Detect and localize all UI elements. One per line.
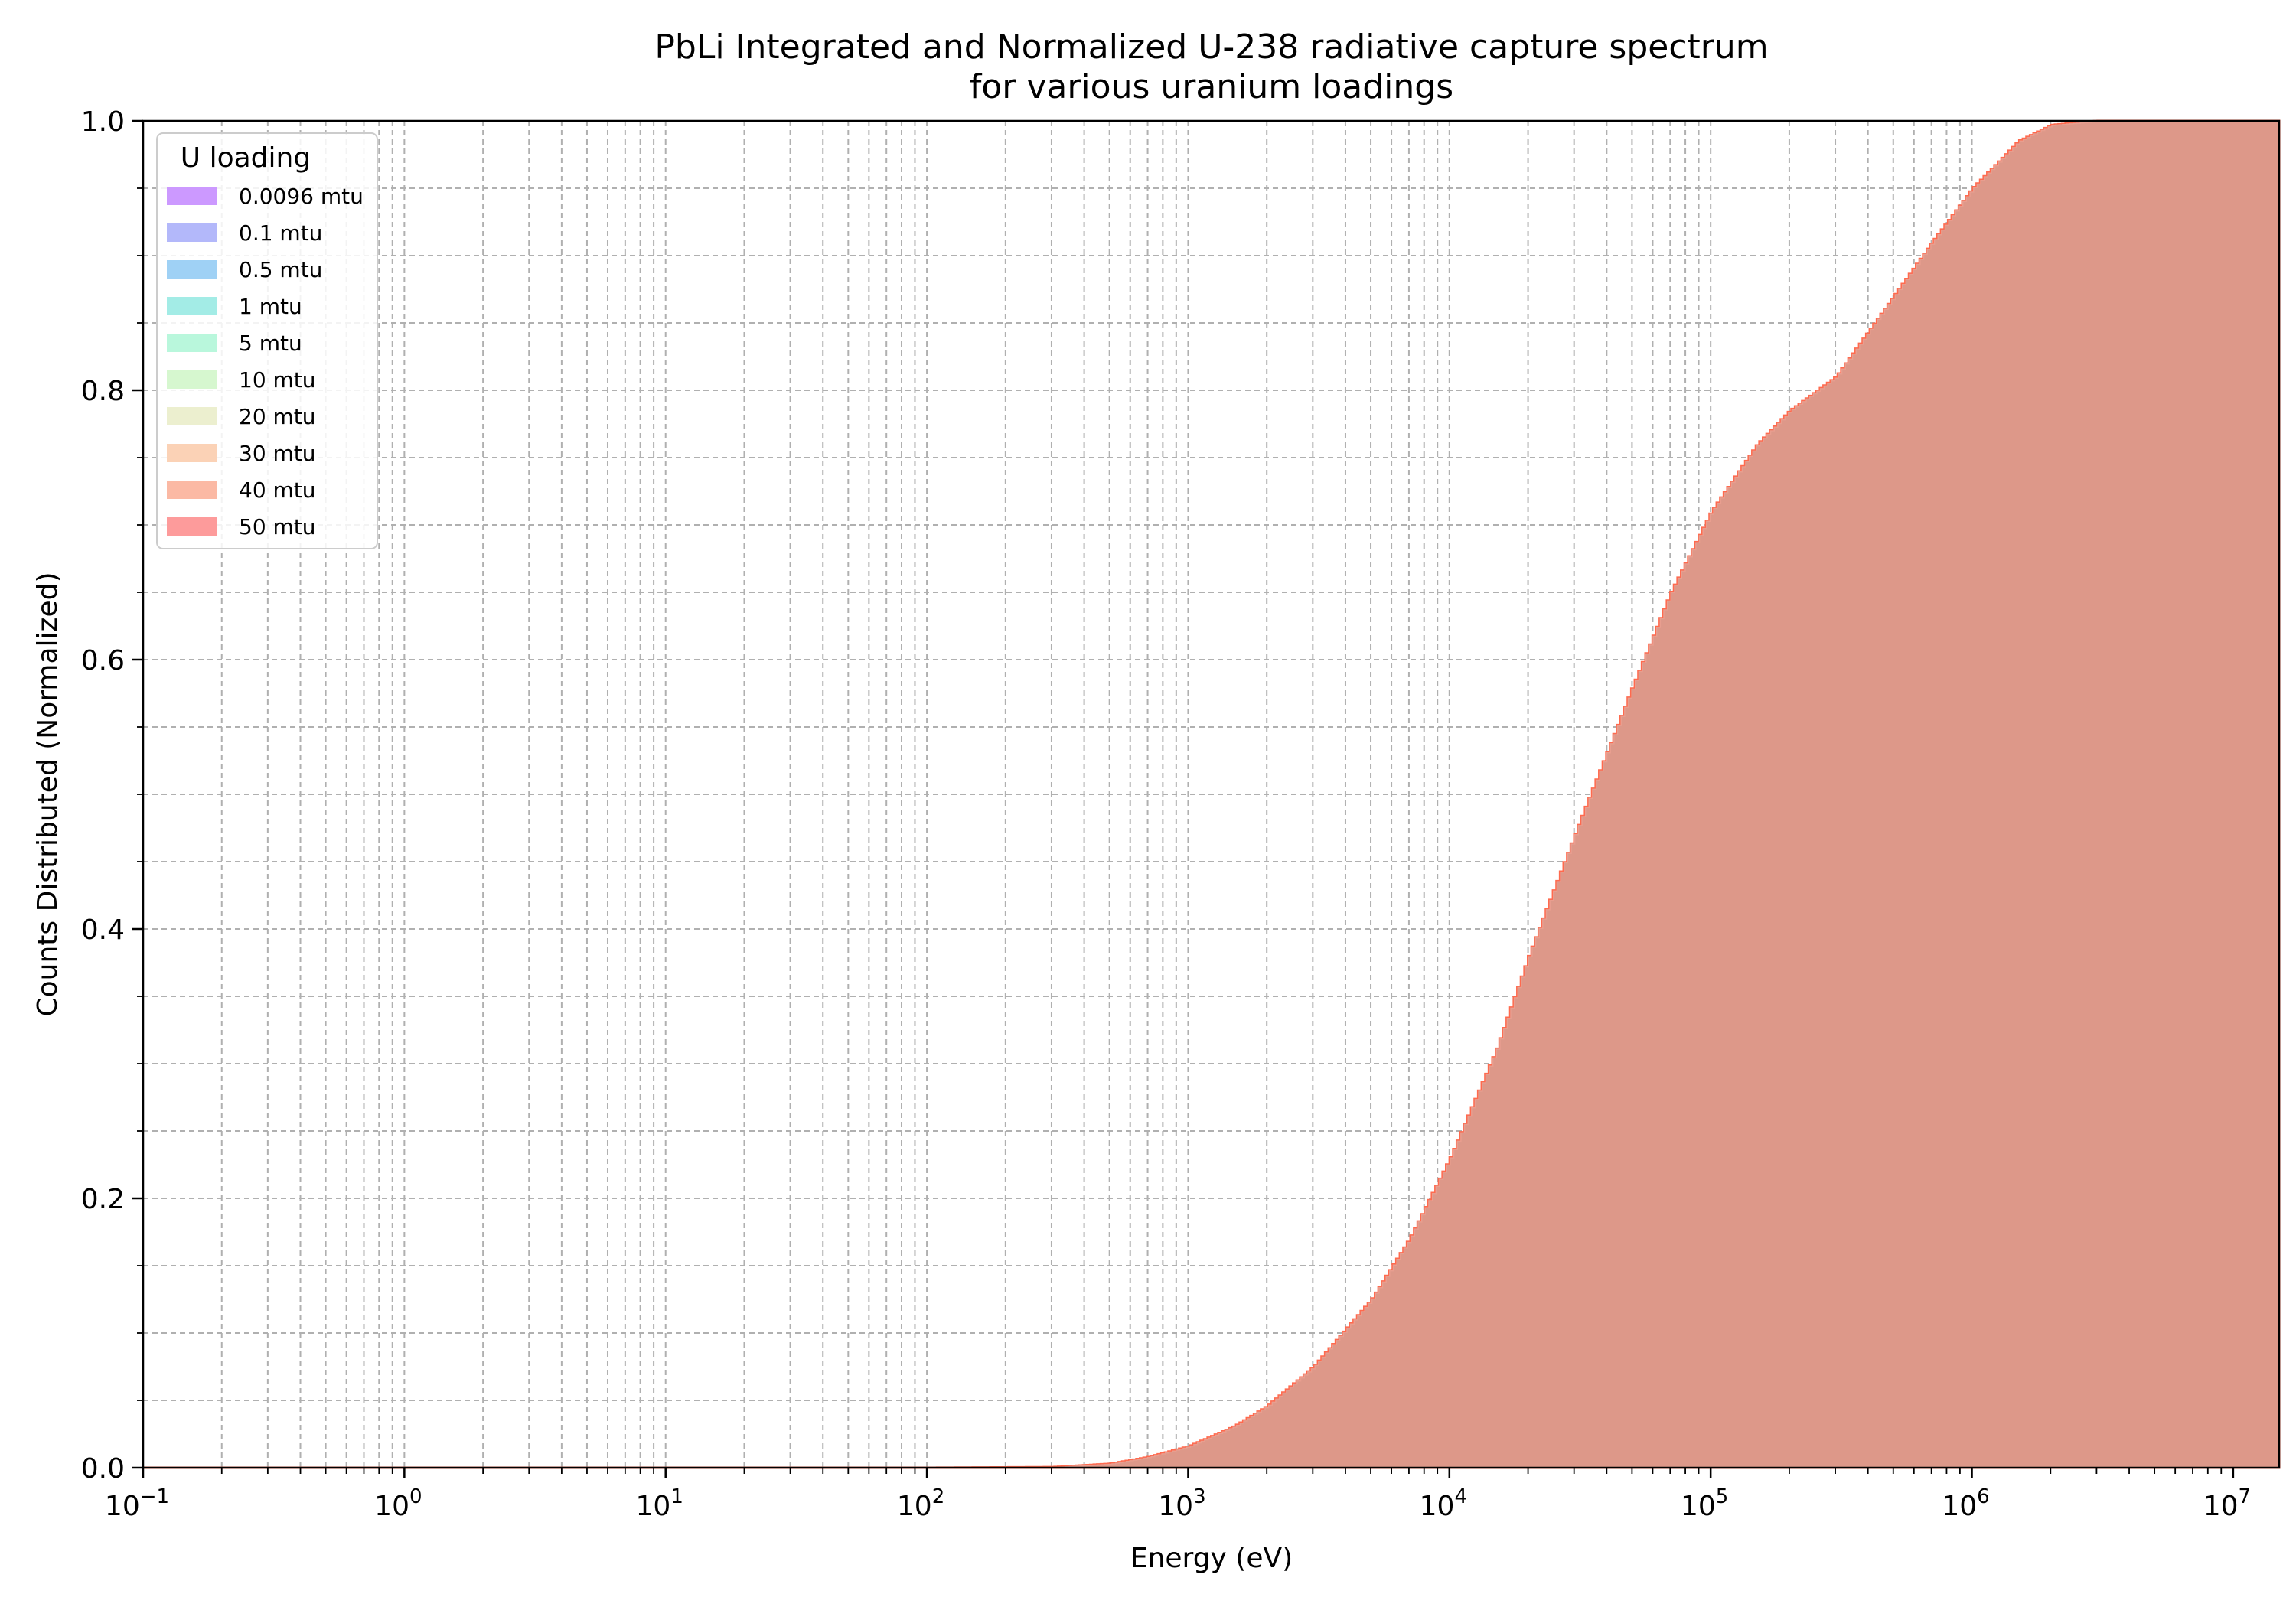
legend-swatch — [167, 260, 217, 279]
series-area-0-1-mtu — [143, 121, 2279, 1468]
series-area-5-mtu — [143, 121, 2279, 1468]
x-axis-label: Energy (eV) — [1130, 1543, 1293, 1574]
series-area-20-mtu — [143, 121, 2279, 1468]
x-tick-label: 101 — [636, 1485, 683, 1522]
x-tick-label: 107 — [2203, 1485, 2251, 1522]
legend-label: 10 mtu — [239, 367, 316, 393]
axes: 10−1 100 101 102 103 104 105 106 107 0.0 0.2 0.4 0.6… — [81, 106, 2281, 1522]
series-area-0-0096-mtu — [143, 121, 2279, 1468]
legend-label: 0.0096 mtu — [239, 184, 364, 209]
x-tick-label: 104 — [1420, 1485, 1467, 1522]
y-tick-label: 0.6 — [81, 645, 125, 676]
legend-swatch — [167, 481, 217, 499]
y-tick-label: 0.0 — [81, 1453, 125, 1485]
legend-swatch — [167, 187, 217, 205]
legend-label: 30 mtu — [239, 441, 316, 466]
chart-title: PbLi Integrated and Normalized U-238 rad… — [654, 28, 1768, 67]
x-tick-label: 10−1 — [105, 1485, 169, 1522]
legend-swatch — [167, 370, 217, 389]
series-area-40-mtu — [143, 121, 2279, 1468]
y-tick-label: 1.0 — [81, 106, 125, 138]
legend-title: U loading — [181, 142, 311, 174]
legend-swatch — [167, 223, 217, 242]
x-tick-label: 103 — [1158, 1485, 1205, 1522]
x-tick-label: 105 — [1681, 1485, 1728, 1522]
chart-subtitle: for various uranium loadings — [970, 67, 1453, 106]
x-tick-label: 100 — [374, 1485, 422, 1522]
legend-label: 20 mtu — [239, 404, 316, 429]
legend-swatch — [167, 444, 217, 462]
y-tick-label: 0.8 — [81, 376, 125, 407]
legend-label: 0.5 mtu — [239, 257, 322, 282]
legend-label: 40 mtu — [239, 478, 316, 503]
legend-swatch — [167, 297, 217, 315]
y-tick-label: 0.2 — [81, 1184, 125, 1215]
legend-label: 0.1 mtu — [239, 220, 322, 246]
series-area-0-5-mtu — [143, 121, 2279, 1468]
legend-swatch — [167, 517, 217, 536]
legend-swatch — [167, 334, 217, 352]
series-area-50-mtu — [143, 121, 2279, 1468]
y-tick-label: 0.4 — [81, 914, 125, 946]
legend-label: 1 mtu — [239, 294, 302, 319]
series-area-1-mtu — [143, 121, 2279, 1468]
legend-label: 50 mtu — [239, 514, 316, 539]
x-tick-label: 102 — [897, 1485, 944, 1522]
series-area-10-mtu — [143, 121, 2279, 1468]
legend-items: 0.0096 mtu 0.1 mtu 0.5 mtu 1 mtu 5 mtu 10 mtu… — [167, 184, 364, 539]
y-axis-label: Counts Distributed (Normalized) — [32, 572, 64, 1017]
legend-label: 5 mtu — [239, 331, 302, 356]
series-areas — [143, 119, 2281, 1469]
legend: U loading 0.0096 mtu 0.1 mtu 0.5 mtu 1 mtu 5… — [156, 132, 378, 549]
legend-swatch — [167, 407, 217, 425]
x-tick-label: 106 — [1942, 1485, 1989, 1522]
series-area-30-mtu — [143, 121, 2279, 1468]
